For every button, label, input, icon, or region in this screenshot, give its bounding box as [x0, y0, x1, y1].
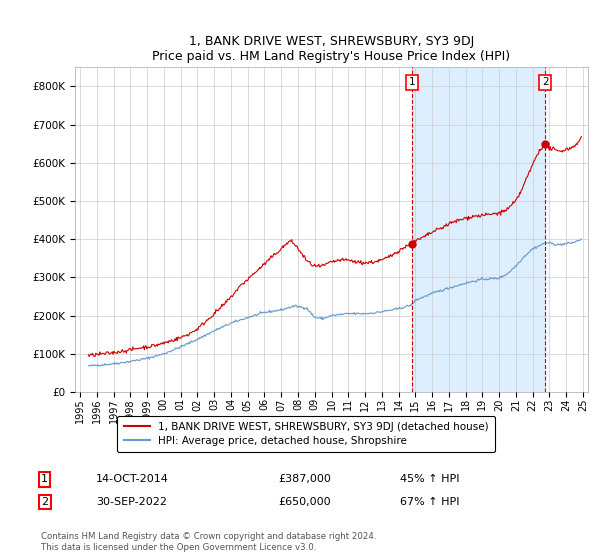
Text: 1: 1	[409, 77, 415, 87]
Text: 2: 2	[542, 77, 548, 87]
Text: 14-OCT-2014: 14-OCT-2014	[96, 474, 169, 484]
Text: 2: 2	[41, 497, 48, 507]
Legend: 1, BANK DRIVE WEST, SHREWSBURY, SY3 9DJ (detached house), HPI: Average price, de: 1, BANK DRIVE WEST, SHREWSBURY, SY3 9DJ …	[117, 416, 495, 452]
Text: £650,000: £650,000	[278, 497, 331, 507]
Text: 30-SEP-2022: 30-SEP-2022	[96, 497, 167, 507]
Title: 1, BANK DRIVE WEST, SHREWSBURY, SY3 9DJ
Price paid vs. HM Land Registry's House : 1, BANK DRIVE WEST, SHREWSBURY, SY3 9DJ …	[152, 35, 511, 63]
Text: £387,000: £387,000	[278, 474, 331, 484]
Text: 45% ↑ HPI: 45% ↑ HPI	[400, 474, 460, 484]
Text: 67% ↑ HPI: 67% ↑ HPI	[400, 497, 460, 507]
Text: Contains HM Land Registry data © Crown copyright and database right 2024.
This d: Contains HM Land Registry data © Crown c…	[41, 532, 377, 552]
Text: 1: 1	[41, 474, 48, 484]
Bar	[412, 67, 545, 392]
